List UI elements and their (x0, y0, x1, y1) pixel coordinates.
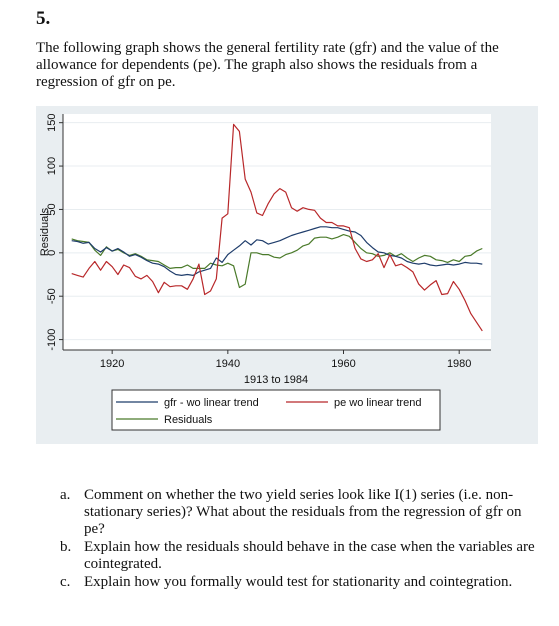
legend-label: Residuals (164, 414, 213, 426)
y-tick-label: -50 (46, 288, 58, 304)
y-tick-label: 50 (46, 203, 58, 215)
x-axis-label: 1913 to 1984 (244, 374, 308, 386)
series-lines (71, 123, 483, 332)
x-ticks: 1920 1940 1960 1980 (100, 350, 471, 370)
x-tick-label: 1940 (216, 358, 240, 370)
question-text: Explain how the residuals should behave … (84, 539, 535, 572)
chart-svg: -100 -50 0 50 100 150 1920 1940 1960 1980 Residu… (39, 113, 491, 431)
y-tick-label: -100 (46, 329, 58, 351)
question-text: Comment on whether the two yield series … (84, 487, 522, 537)
grid-lines (63, 122, 491, 341)
question-item-c: c. Explain how you formally would test f… (60, 574, 540, 591)
question-label: c. (60, 574, 71, 590)
x-tick-label: 1920 (100, 358, 124, 370)
question-number: 5. (36, 8, 51, 29)
y-axis-label: Residuals (39, 207, 51, 256)
residuals-chart: -100 -50 0 50 100 150 1920 1940 1960 1980 Residu… (36, 106, 538, 444)
question-item-a: a. Comment on whether the two yield seri… (60, 487, 540, 538)
plot-area (63, 114, 491, 350)
legend-label: gfr - wo linear trend (164, 397, 259, 409)
y-ticks: -100 -50 0 50 100 150 (46, 113, 63, 351)
x-tick-label: 1960 (331, 358, 355, 370)
legend: gfr - wo linear trend pe wo linear trend R… (111, 389, 441, 431)
question-text: Explain how you formally would test for … (84, 574, 513, 590)
y-tick-label: 100 (46, 157, 58, 175)
y-tick-label: 0 (46, 250, 58, 256)
series-line (71, 123, 483, 332)
series-line (71, 226, 483, 276)
question-label: a. (60, 487, 71, 503)
series-line (71, 234, 483, 289)
question-list: a. Comment on whether the two yield seri… (60, 487, 540, 592)
question-intro: The following graph shows the general fe… (36, 40, 499, 90)
x-tick-label: 1980 (447, 358, 471, 370)
legend-box (111, 389, 441, 431)
question-label: b. (60, 539, 72, 555)
y-tick-label: 150 (46, 113, 58, 131)
question-item-b: b. Explain how the residuals should beha… (60, 539, 540, 573)
legend-label: pe wo linear trend (334, 397, 421, 409)
